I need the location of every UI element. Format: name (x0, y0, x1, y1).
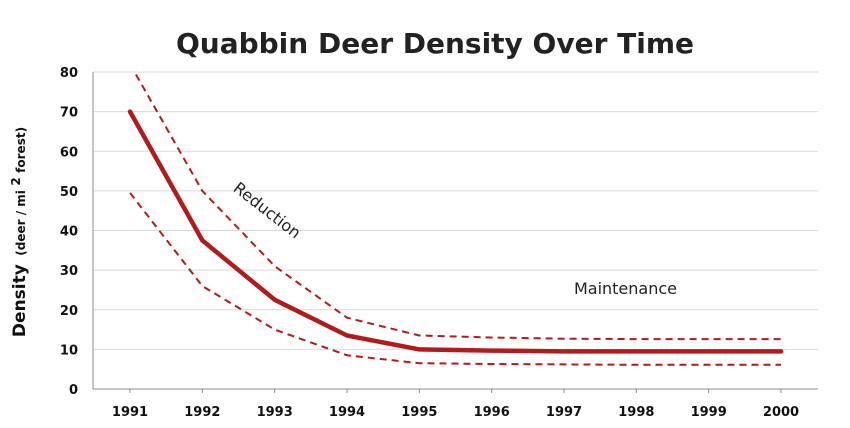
annotation-maintenance: Maintenance (574, 279, 677, 298)
y-tick-label-80: 80 (60, 66, 78, 81)
x-tick-label-1996: 1996 (474, 405, 510, 420)
tick-labels: 0 10 20 30 40 50 60 70 80 1991 1992 1993 1994 1995 199… (60, 66, 799, 420)
chart-title: Quabbin Deer Density Over Time (176, 27, 694, 60)
y-tick-label-30: 30 (60, 264, 78, 279)
gridlines (93, 71, 818, 350)
y-axis-label-unit-prefix: (deer / mi (14, 190, 28, 256)
x-tick-label-1995: 1995 (401, 405, 437, 420)
y-tick-label-10: 10 (60, 343, 78, 358)
annotation-reduction: Reduction (230, 178, 305, 242)
y-axis-label-unit-suffix: forest) (14, 127, 28, 173)
series-line-lower-bound (129, 192, 781, 366)
x-tick-label-2000: 2000 (763, 405, 799, 420)
x-tick-label-1999: 1999 (691, 405, 727, 420)
y-tick-label-0: 0 (69, 383, 78, 398)
x-tick-label-1991: 1991 (112, 405, 148, 420)
series-line-estimate (127, 109, 784, 354)
y-axis-label-main: Density (10, 264, 30, 337)
annotations: Reduction Maintenance (230, 178, 677, 298)
x-tick-label-1994: 1994 (329, 405, 365, 420)
y-tick-label-70: 70 (60, 106, 78, 121)
y-axis-label-unit-sup: 2 (9, 177, 23, 185)
series-line-upper-bound (133, 72, 781, 341)
x-tick-label-1993: 1993 (257, 405, 293, 420)
x-tick-label-1992: 1992 (184, 405, 220, 420)
y-tick-label-40: 40 (60, 225, 78, 240)
y-tick-label-50: 50 (60, 185, 78, 200)
x-tick-label-1997: 1997 (546, 405, 582, 420)
y-tick-label-60: 60 (60, 145, 78, 160)
series-lines (127, 72, 784, 366)
x-tick-label-1998: 1998 (618, 405, 654, 420)
y-tick-label-20: 20 (60, 304, 78, 319)
y-axis-label: Density (deer / mi 2 forest) (7, 127, 30, 337)
axes (92, 72, 818, 393)
